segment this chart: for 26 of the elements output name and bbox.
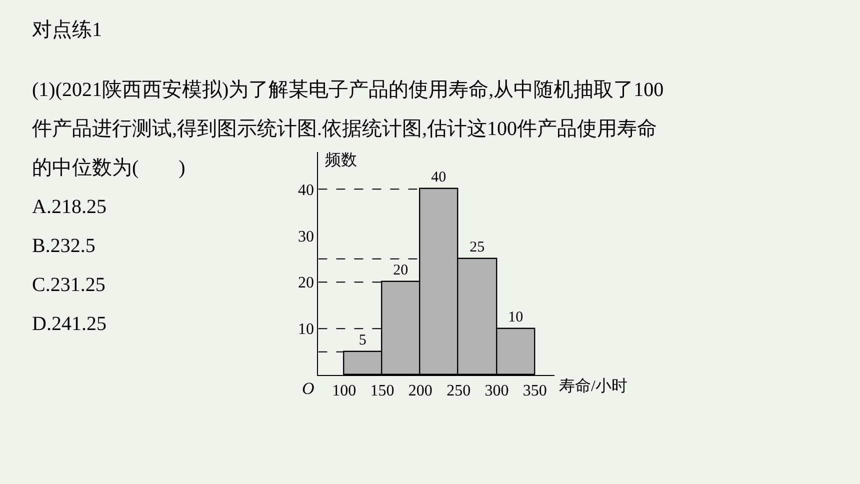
y-tick-label: 10 [298, 321, 314, 338]
text: 件产品进行测试,得到图示统计图.依据统计图,估计这100件产品使用寿命 [32, 118, 657, 140]
y-tick-label: 40 [298, 182, 314, 199]
y-tick-label: 30 [298, 228, 314, 246]
x-tick-label: 150 [370, 382, 394, 400]
x-tick-label: 100 [332, 382, 356, 400]
text: O [302, 379, 314, 398]
data-label: 5 [358, 332, 366, 348]
data-label: 10 [508, 309, 524, 326]
x-tick-label: 350 [522, 382, 547, 400]
text: C.231.25 [32, 274, 106, 296]
data-label: 20 [393, 262, 408, 278]
y-axis-title: 频数 [325, 152, 357, 169]
text: B.232.5 [32, 235, 96, 257]
x-axis-title: 寿命/小时 [559, 377, 628, 395]
text: (1)(2021陕西西安模拟)为了解某电子产品的使用寿命,从中随机抽取了100 [32, 79, 664, 101]
data-label: 25 [470, 239, 485, 256]
text: 的中位数为( ) [32, 157, 186, 179]
x-tick-label: 300 [484, 382, 509, 400]
text: A.218.25 [32, 196, 106, 218]
y-tick-label: 20 [298, 274, 314, 292]
text: D.241.25 [32, 313, 106, 335]
x-tick-label: 250 [446, 382, 471, 400]
data-label: 40 [431, 169, 446, 186]
text: 对点练1 [32, 19, 102, 41]
x-tick-label: 200 [408, 382, 432, 400]
